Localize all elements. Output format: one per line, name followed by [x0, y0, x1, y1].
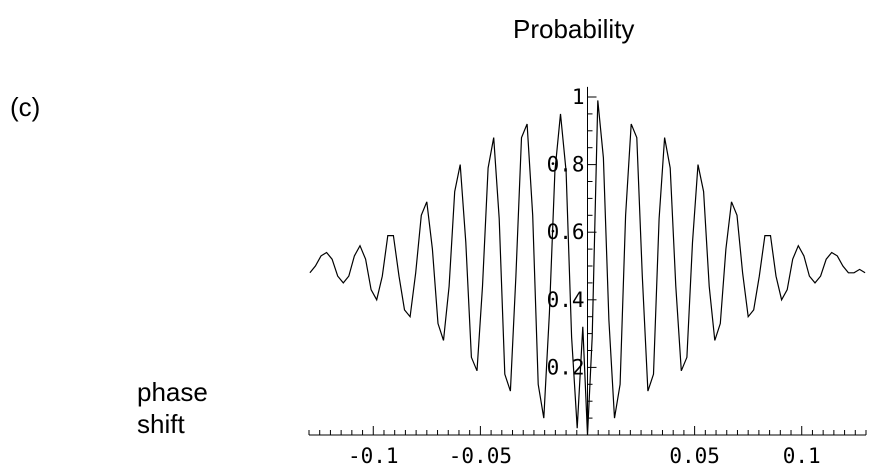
axes	[309, 86, 866, 436]
x-axis-label-text: phase shift	[137, 377, 208, 439]
y-tick-label: 0.2	[547, 355, 585, 379]
panel-label: (c)	[10, 92, 41, 122]
tick-marks	[308, 96, 867, 435]
probability-curve	[309, 100, 866, 436]
tick-labels: -0.1 -0.05 0.05 0.10.20.40.60.81	[348, 85, 821, 468]
x-tick-label: 0.05	[669, 444, 720, 468]
x-tick-label: 0.1	[783, 444, 821, 468]
x-axis-label: phase shift	[137, 376, 227, 440]
data-series	[309, 100, 866, 436]
y-tick-label: 1	[572, 85, 585, 109]
x-tick-label: -0.1	[348, 444, 399, 468]
y-tick-label: 0.4	[547, 288, 585, 312]
chart-title: Probability	[513, 14, 635, 44]
x-tick-label: -0.05	[449, 444, 512, 468]
